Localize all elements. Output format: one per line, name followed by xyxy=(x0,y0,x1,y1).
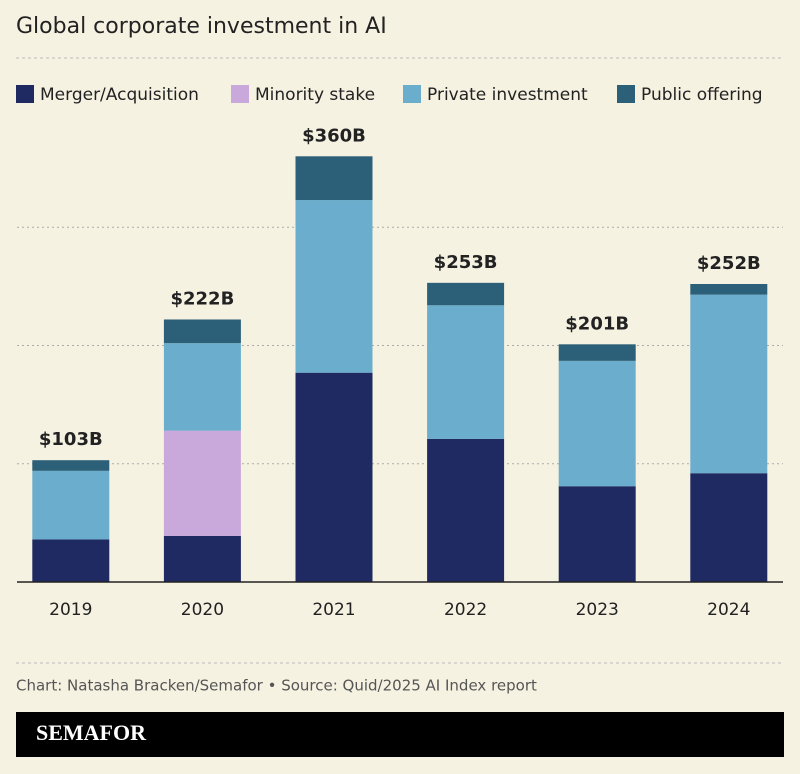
bar-segment xyxy=(558,360,636,487)
legend-label: Merger/Acquisition xyxy=(40,85,199,105)
bar-segment xyxy=(295,156,373,201)
total-label: $253B xyxy=(434,252,498,273)
bar-segment xyxy=(427,282,505,306)
total-label: $360B xyxy=(302,125,366,146)
bar-segment xyxy=(690,473,768,582)
bar-segment xyxy=(295,200,373,373)
total-label: $222B xyxy=(170,288,234,309)
bar-segment xyxy=(32,460,110,471)
bar-segment xyxy=(163,535,241,582)
x-tick-label: 2023 xyxy=(576,600,619,620)
x-tick-label: 2021 xyxy=(312,600,355,620)
x-tick-label: 2019 xyxy=(49,600,92,620)
legend-swatch xyxy=(617,85,635,103)
brand: SEMAFOR xyxy=(36,720,147,745)
bar-segment xyxy=(295,372,373,582)
bar-segment xyxy=(690,284,768,295)
x-tick-label: 2024 xyxy=(707,600,750,620)
legend-swatch xyxy=(403,85,421,103)
x-tick-label: 2020 xyxy=(181,600,224,620)
bar-segment xyxy=(558,486,636,582)
bar-segment xyxy=(558,344,636,361)
bar-segment xyxy=(163,343,241,431)
legend-swatch xyxy=(16,85,34,103)
total-label: $201B xyxy=(565,313,629,334)
legend-label: Minority stake xyxy=(255,85,375,105)
source: Chart: Natasha Bracken/Semafor • Source:… xyxy=(16,677,537,695)
brand-bar xyxy=(16,712,784,757)
bar-segment xyxy=(427,438,505,582)
total-label: $252B xyxy=(697,253,761,274)
chart-title: Global corporate investment in AI xyxy=(16,14,387,39)
legend-swatch xyxy=(231,85,249,103)
bar-segment xyxy=(690,294,768,474)
bar-segment xyxy=(163,430,241,536)
x-tick-label: 2022 xyxy=(444,600,487,620)
bar-segment xyxy=(32,539,110,582)
bar-segment xyxy=(427,305,505,439)
legend-label: Private investment xyxy=(427,85,588,105)
legend-label: Public offering xyxy=(641,85,763,105)
total-label: $103B xyxy=(39,429,103,450)
bar-segment xyxy=(163,319,241,344)
bar-segment xyxy=(32,470,110,540)
